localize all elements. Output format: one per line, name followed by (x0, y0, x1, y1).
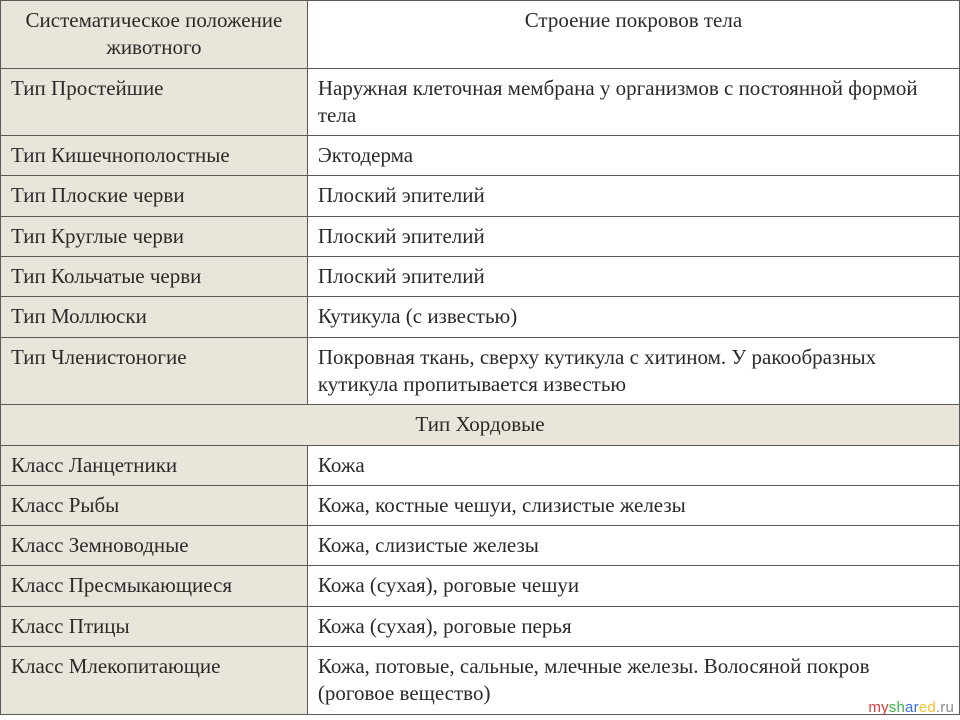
table-row: Тип Круглые черви Плоский эпителий (1, 216, 960, 256)
table-row: Класс Рыбы Кожа, костные чешуи, слизисты… (1, 485, 960, 525)
cell-taxon: Тип Членистоногие (1, 337, 308, 405)
cell-integument: Наружная клеточная мембрана у организмов… (307, 68, 959, 136)
header-right: Строение покровов тела (307, 1, 959, 69)
section-row-chordata: Тип Хордовые (1, 405, 960, 445)
section-label: Тип Хордовые (1, 405, 960, 445)
cell-taxon: Тип Плоские черви (1, 176, 308, 216)
table-row: Класс Пресмыкающиеся Кожа (сухая), рогов… (1, 566, 960, 606)
cell-integument: Кутикула (с известью) (307, 297, 959, 337)
watermark-part: sh (889, 699, 905, 716)
cell-taxon: Тип Кишечнополостные (1, 136, 308, 176)
watermark-part: ar (905, 699, 919, 716)
table-row: Класс Земноводные Кожа, слизистые железы (1, 526, 960, 566)
cell-integument: Кожа, потовые, сальные, млечные железы. … (307, 647, 959, 715)
cell-taxon: Класс Ланцетники (1, 445, 308, 485)
cell-taxon: Класс Птицы (1, 606, 308, 646)
cell-integument: Эктодерма (307, 136, 959, 176)
watermark-part: ed (919, 699, 936, 716)
table-row: Тип Кишечнополостные Эктодерма (1, 136, 960, 176)
table-row: Класс Млекопитающие Кожа, потовые, сальн… (1, 647, 960, 715)
cell-taxon: Класс Рыбы (1, 485, 308, 525)
table-row: Тип Моллюски Кутикула (с известью) (1, 297, 960, 337)
cell-integument: Кожа (сухая), роговые перья (307, 606, 959, 646)
cell-integument: Кожа, костные чешуи, слизистые железы (307, 485, 959, 525)
table-row: Класс Птицы Кожа (сухая), роговые перья (1, 606, 960, 646)
table-row: Класс Ланцетники Кожа (1, 445, 960, 485)
table-row: Тип Плоские черви Плоский эпителий (1, 176, 960, 216)
integument-table: Систематическое положение животного Стро… (0, 0, 960, 715)
cell-taxon: Класс Пресмыкающиеся (1, 566, 308, 606)
cell-taxon: Тип Кольчатые черви (1, 257, 308, 297)
header-left: Систематическое положение животного (1, 1, 308, 69)
cell-integument: Плоский эпителий (307, 216, 959, 256)
table-row: Тип Кольчатые черви Плоский эпителий (1, 257, 960, 297)
watermark: myshared.ru (868, 699, 954, 716)
cell-integument: Покровная ткань, сверху кутикула с хитин… (307, 337, 959, 405)
cell-integument: Кожа (307, 445, 959, 485)
cell-taxon: Тип Моллюски (1, 297, 308, 337)
cell-taxon: Класс Млекопитающие (1, 647, 308, 715)
cell-integument: Кожа (сухая), роговые чешуи (307, 566, 959, 606)
cell-integument: Плоский эпителий (307, 257, 959, 297)
cell-taxon: Тип Круглые черви (1, 216, 308, 256)
table-row: Тип Членистоногие Покровная ткань, сверх… (1, 337, 960, 405)
cell-taxon: Класс Земноводные (1, 526, 308, 566)
watermark-part: my (868, 699, 888, 716)
table-header-row: Систематическое положение животного Стро… (1, 1, 960, 69)
table-row: Тип Простейшие Наружная клеточная мембра… (1, 68, 960, 136)
cell-integument: Плоский эпителий (307, 176, 959, 216)
watermark-part: .ru (936, 699, 954, 716)
cell-integument: Кожа, слизистые железы (307, 526, 959, 566)
cell-taxon: Тип Простейшие (1, 68, 308, 136)
